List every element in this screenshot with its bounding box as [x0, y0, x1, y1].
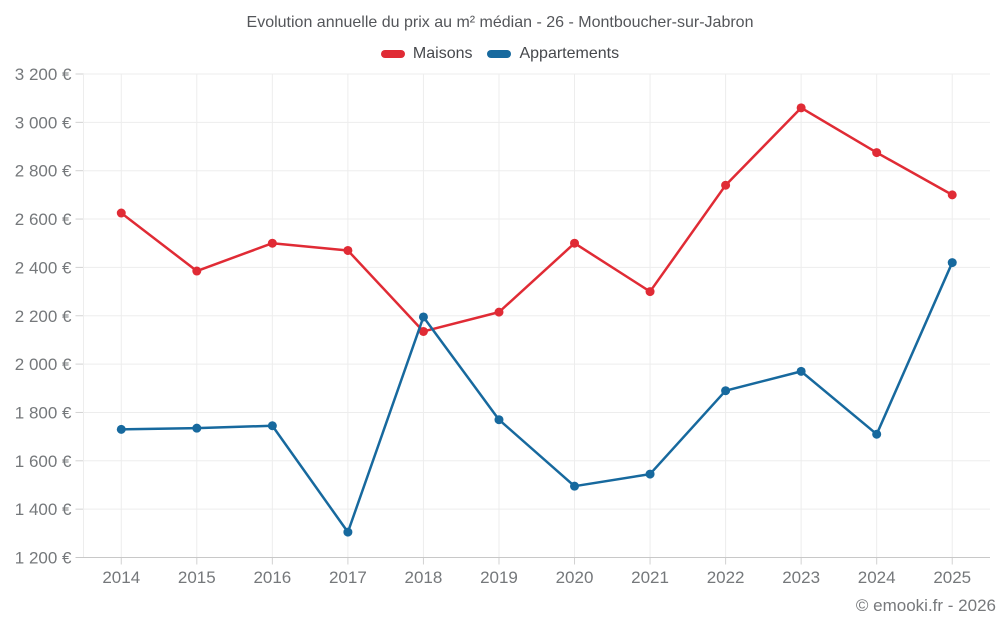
x-axis-label: 2023 — [782, 568, 820, 587]
y-axis-label: 3 000 € — [15, 113, 72, 132]
x-axis-label: 2016 — [253, 568, 291, 587]
appartements-swatch-icon — [487, 50, 512, 58]
maisons-point-2019 — [494, 307, 504, 317]
y-axis-label: 2 600 € — [15, 210, 72, 229]
y-axis-label: 2 800 € — [15, 162, 72, 181]
legend: Maisons Appartements — [0, 45, 1000, 63]
appartements-point-2015 — [192, 423, 202, 433]
maisons-series — [116, 103, 957, 336]
y-axis-label: 3 200 € — [15, 65, 72, 84]
y-axis-label: 2 400 € — [15, 258, 72, 277]
maisons-point-2022 — [721, 180, 731, 190]
appartements-point-2024 — [872, 429, 882, 439]
appartements-point-2014 — [116, 424, 126, 434]
x-axis-label: 2015 — [178, 568, 216, 587]
maisons-line — [120, 106, 954, 333]
appartements-point-2019 — [494, 415, 504, 425]
legend-label-appartements: Appartements — [519, 45, 620, 62]
appartements-series — [116, 258, 957, 537]
maisons-point-2016 — [267, 238, 277, 248]
y-axis-labels: 3 200 € 3 000 € 2 800 € 2 600 € 2 400 € 2 200… — [15, 65, 72, 568]
maisons-point-2014 — [116, 208, 126, 218]
y-gridlines — [83, 73, 990, 558]
appartements-point-2017 — [343, 527, 353, 537]
x-axis-label: 2020 — [556, 568, 594, 587]
maisons-point-2024 — [872, 148, 882, 158]
legend-label-maisons: Maisons — [412, 45, 473, 62]
y-axis-label: 2 000 € — [15, 355, 72, 374]
y-axis-label: 2 200 € — [15, 307, 72, 326]
appartements-point-2018 — [418, 312, 428, 322]
y-axis-label: 1 200 € — [15, 549, 72, 568]
appartements-point-2016 — [267, 421, 277, 431]
x-axis-label: 2014 — [102, 568, 140, 587]
maisons-point-2020 — [570, 238, 580, 248]
y-axis-label: 1 600 € — [15, 452, 72, 471]
x-axis-label: 2024 — [858, 568, 896, 587]
maisons-point-2018 — [418, 326, 428, 336]
maisons-point-2017 — [343, 245, 353, 255]
appartements-point-2025 — [947, 258, 957, 268]
maisons-point-2025 — [947, 190, 957, 200]
x-axis-label: 2018 — [405, 568, 443, 587]
y-axis-label: 1 400 € — [15, 500, 72, 519]
x-axis-label: 2021 — [631, 568, 669, 587]
y-ticks — [75, 73, 84, 558]
maisons-point-2015 — [192, 266, 202, 276]
appartements-line — [120, 261, 954, 534]
x-ticks — [120, 557, 953, 565]
maisons-point-2021 — [645, 287, 655, 297]
x-axis-label: 2025 — [933, 568, 971, 587]
x-axis-label: 2017 — [329, 568, 367, 587]
maisons-swatch-icon — [380, 50, 405, 58]
legend-item-maisons[interactable]: Maisons — [380, 45, 473, 63]
copyright: © emooki.fr - 2026 — [855, 596, 996, 615]
appartements-point-2021 — [645, 469, 655, 479]
appartements-point-2020 — [570, 481, 580, 491]
appartements-point-2022 — [721, 386, 731, 396]
x-axis-label: 2022 — [707, 568, 745, 587]
chart-title: Evolution annuelle du prix au m² médian … — [246, 14, 754, 31]
legend-item-appartements[interactable]: Appartements — [487, 45, 619, 63]
appartements-point-2023 — [796, 366, 806, 376]
maisons-point-2023 — [796, 103, 806, 113]
x-axis-label: 2019 — [480, 568, 518, 587]
x-axis-labels: 2014 2015 2016 2017 2018 2019 2020 2021 2022 2023… — [102, 568, 971, 587]
y-axis-label: 1 800 € — [15, 403, 72, 422]
